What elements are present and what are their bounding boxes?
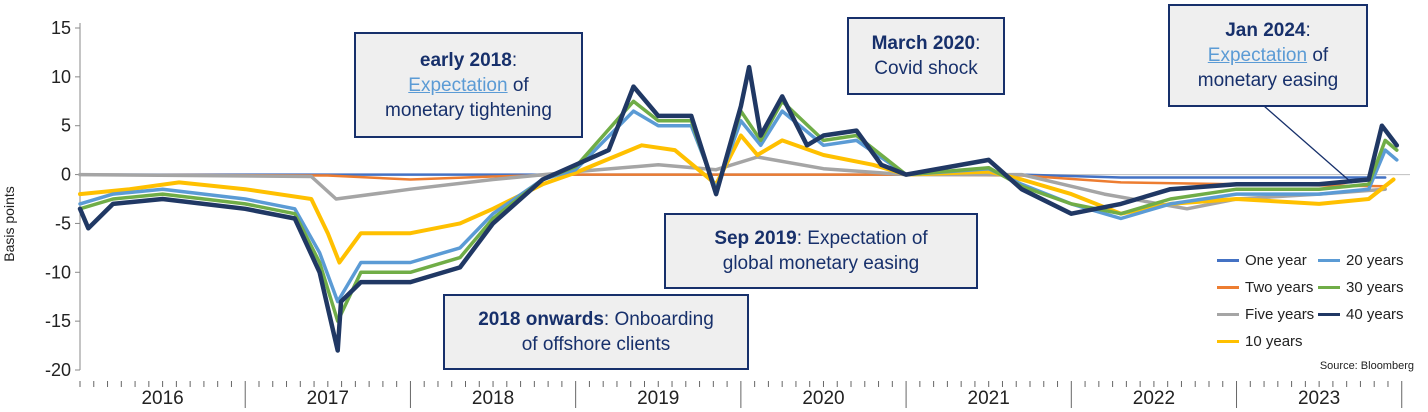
y-axis-label: Basis points (1, 186, 17, 261)
x-tick-label: 2019 (637, 388, 679, 409)
legend-item-10-years: 10 years (1217, 333, 1303, 350)
legend-item-30-years: 30 years (1318, 279, 1404, 296)
callout-sep-2019: Sep 2019: Expectation of global monetary… (664, 213, 978, 289)
series-line-40-years (77, 64, 1400, 353)
callout-2018-onwards: 2018 onwards: Onboarding of offshore cli… (443, 294, 749, 370)
callout-jan-2024-line2: monetary easing (1197, 70, 1339, 91)
callout-sep-2019-date: Sep 2019 (714, 228, 797, 249)
callout-sep-2019-sep: : Expectation of (796, 228, 928, 249)
legend-label-two-years: Two years (1245, 279, 1314, 296)
y-tick-label: -5 (55, 213, 71, 233)
series-line-two-years (78, 173, 1387, 188)
callout-jan-2024-sep: : (1305, 20, 1311, 41)
x-tick-label: 2023 (1298, 388, 1340, 409)
chart-axes: 15 10 5 0 -5 -10 -15 -20 Basis points 2016 2017 201… (1, 18, 1410, 409)
callout-march-2020-sep: : (975, 33, 981, 54)
callout-early-2018-date: early 2018 (419, 49, 512, 71)
legend-label-20-years: 20 years (1346, 252, 1404, 269)
callout-2018-onwards-line2: of offshore clients (521, 334, 671, 355)
legend-swatch-10-years (1217, 340, 1239, 343)
x-tick-label: 2016 (141, 388, 183, 409)
legend-item-two-years: Two years (1217, 279, 1313, 296)
legend-swatch-two-years (1217, 286, 1239, 289)
legend-item-one-year: One year (1217, 252, 1307, 269)
callout-jan-2024-link[interactable]: Expectation (1207, 45, 1308, 66)
legend-label-40-years: 40 years (1346, 306, 1404, 323)
callout-march-2020-line2: Covid shock (874, 58, 978, 79)
legend-label-five-years: Five years (1245, 306, 1315, 323)
legend-item-20-years: 20 years (1318, 252, 1404, 269)
y-tick-label: -10 (45, 262, 71, 282)
callout-early-2018-sep: : (511, 49, 518, 71)
callout-2018-onwards-sep: : Onboarding (603, 309, 714, 330)
y-tick-label: 15 (51, 18, 71, 38)
x-tick-label: 2020 (802, 388, 844, 409)
chart-source: Source: Bloomberg (1319, 360, 1414, 372)
legend-label-10-years: 10 years (1245, 333, 1303, 350)
y-tick-label: -15 (45, 311, 71, 331)
chart-series (77, 64, 1400, 353)
x-tick-label: 2022 (1133, 388, 1175, 409)
callout-jan-2024: Jan 2024: Expectation of monetary easing (1168, 4, 1368, 107)
callout-pointer-jan-2024 (1263, 105, 1353, 184)
legend-label-30-years: 30 years (1346, 279, 1404, 296)
legend-swatch-40-years (1318, 313, 1340, 316)
legend-item-40-years: 40 years (1318, 306, 1404, 323)
legend-label-one-year: One year (1245, 252, 1307, 269)
callout-march-2020: March 2020: Covid shock (847, 17, 1005, 95)
callout-2018-onwards-date: 2018 onwards (478, 309, 604, 330)
y-tick-label: 5 (61, 116, 71, 136)
callout-jan-2024-rest: of (1307, 45, 1329, 66)
legend-swatch-30-years (1318, 286, 1340, 289)
callout-early-2018: early 2018: Expectation of monetary tigh… (354, 32, 583, 138)
legend-swatch-20-years (1318, 259, 1340, 262)
callout-early-2018-link[interactable]: Expectation (408, 74, 508, 96)
callout-march-2020-date: March 2020 (871, 33, 976, 54)
y-tick-label: 0 (61, 165, 71, 185)
callout-early-2018-line2: monetary tightening (385, 99, 552, 121)
x-tick-label: 2017 (307, 388, 349, 409)
callout-sep-2019-line2: global monetary easing (722, 253, 920, 274)
callout-jan-2024-date: Jan 2024 (1225, 20, 1306, 41)
callout-early-2018-rest: of (507, 74, 529, 96)
y-tick-label: 10 (51, 67, 71, 87)
legend-item-five-years: Five years (1217, 306, 1314, 323)
y-tick-label: -20 (45, 360, 71, 380)
x-tick-label: 2018 (472, 388, 514, 409)
x-tick-label: 2021 (968, 388, 1010, 409)
legend-swatch-five-years (1217, 313, 1239, 316)
legend-swatch-one-year (1217, 259, 1239, 262)
